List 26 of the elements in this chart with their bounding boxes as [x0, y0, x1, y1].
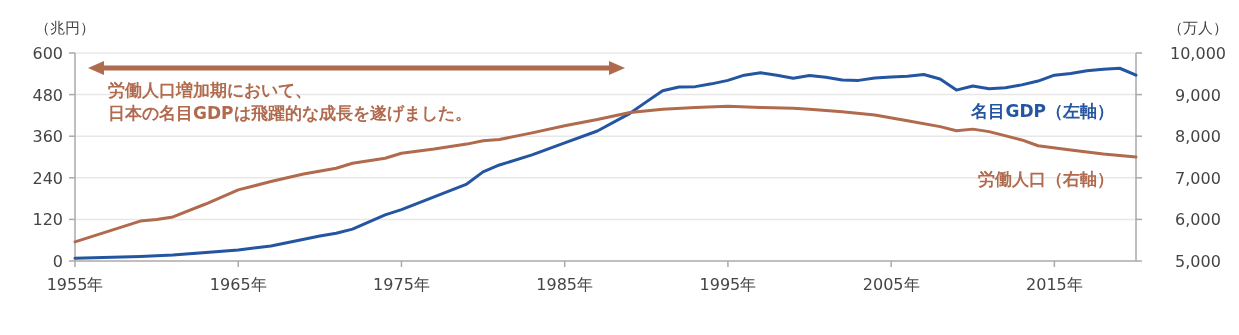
- x-tick-label: 2015年: [1026, 275, 1083, 294]
- y2-tick-label: 9,000: [1175, 85, 1221, 105]
- y-tick-label: 240: [32, 168, 63, 188]
- series-label: 名目GDP（左軸）: [970, 101, 1114, 122]
- series-label: 労働人口（右軸）: [978, 169, 1114, 189]
- y2-tick-label: 5,000: [1175, 252, 1221, 271]
- y2-axis-title: （万人）: [1168, 19, 1228, 37]
- annotation: 労働人口増加期において、: [108, 80, 312, 100]
- y-tick-label: 360: [32, 127, 63, 147]
- x-tick-label: 1975年: [373, 275, 430, 294]
- y-axis-title: （兆円）: [35, 19, 95, 37]
- line-series: [73, 104, 1138, 244]
- x-tick-label: 1955年: [46, 275, 104, 294]
- y-tick-label: 480: [32, 85, 63, 105]
- x-tick-label: 2005年: [862, 275, 920, 294]
- x-tick-label: 1965年: [209, 275, 267, 294]
- y2-tick-label: 8,000: [1175, 127, 1221, 147]
- y-tick-label: 600: [32, 44, 63, 63]
- y2-tick-label: 6,000: [1175, 210, 1221, 230]
- x-tick-label: 1995年: [699, 275, 757, 294]
- y2-tick-label: 10,000: [1170, 44, 1226, 63]
- y-tick-label: 120: [32, 210, 63, 230]
- annotation: 日本の名目GDPは飛躍的な成長を遂げました。: [108, 103, 472, 123]
- x-tick-label: 1985年: [536, 275, 594, 294]
- y2-tick-label: 7,000: [1175, 168, 1221, 188]
- y-tick-label: 0: [52, 252, 63, 271]
